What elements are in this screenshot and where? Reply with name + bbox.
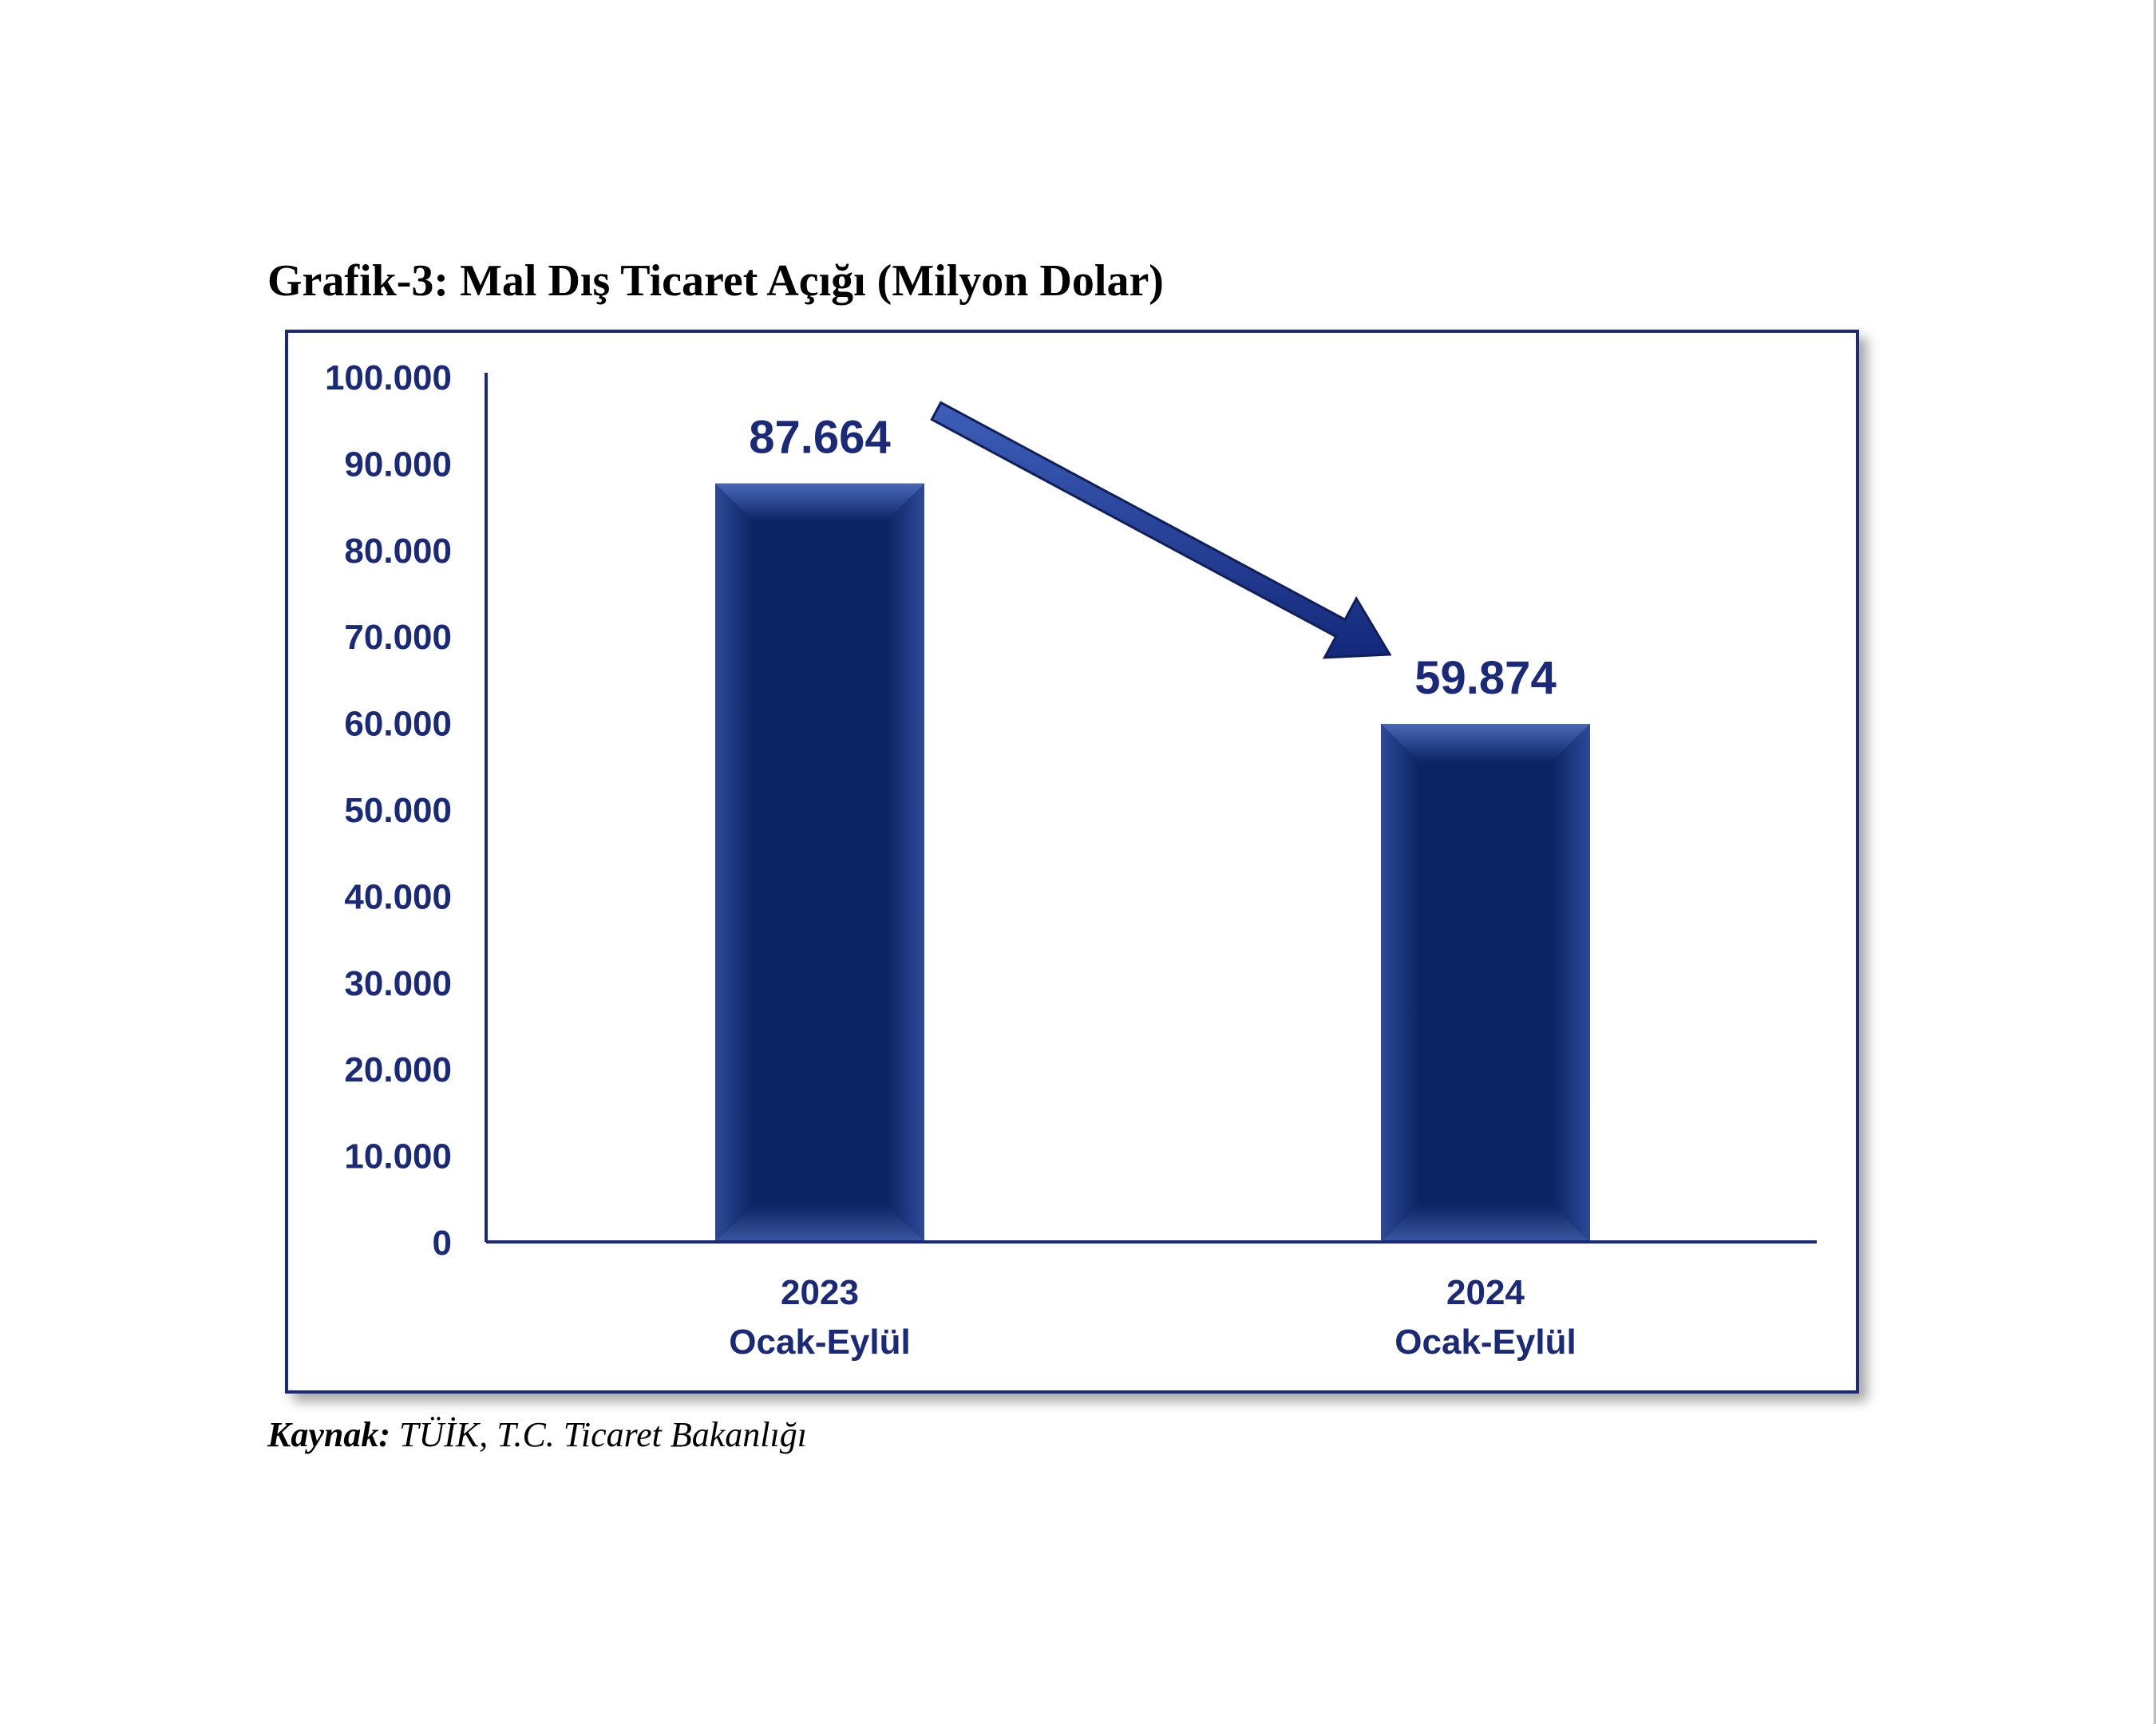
y-tick-label: 50.000 [344,791,452,830]
bar-bevel-bottom [715,1204,924,1242]
y-tick-label: 60.000 [344,705,452,744]
bar-bevel-right [886,483,924,1242]
y-tick-label: 10.000 [344,1137,452,1176]
y-tick-label: 40.000 [344,877,452,916]
y-tick-label: 90.000 [344,445,452,484]
page-edge [2154,0,2156,1724]
bar-bevel-left [715,483,754,1242]
x-tick-label: Ocak-Eylül [1394,1323,1576,1362]
y-tick-label: 70.000 [344,618,452,657]
bar [1381,723,1590,1242]
bar-bevel-left [1381,723,1419,1242]
trend-arrow-icon [930,401,1392,659]
source-label: Kaynak: [267,1415,390,1454]
bar-chart: 0 10.000 20.000 30.000 40.000 50.000 60.000 70.… [325,358,1817,1362]
source-text: TÜİK, T.C. Ticaret Bakanlığı [390,1415,807,1454]
x-tick-label: 2023 [781,1273,859,1312]
y-tick-label: 20.000 [344,1050,452,1089]
value-label: 59.874 [1414,652,1556,704]
source-note: Kaynak: TÜİK, T.C. Ticaret Bakanlığı [267,1414,807,1455]
axes [485,373,1817,1244]
bar-bevel-right [1552,723,1590,1242]
trend-arrow-layer [930,401,1392,659]
bar-bevel-top [715,483,924,522]
value-labels: 87.664 59.874 [749,412,1556,704]
x-tick-label: Ocak-Eylül [729,1323,910,1362]
x-axis-labels: 2023 Ocak-Eylül 2024 Ocak-Eylül [729,1273,1576,1362]
x-tick-label: 2024 [1446,1273,1525,1312]
bars [715,483,1590,1242]
y-tick-label: 30.000 [344,964,452,1003]
y-tick-label: 0 [433,1224,452,1263]
bar-bevel-bottom [1381,1204,1590,1242]
bar-bevel-top [1381,723,1590,762]
chart-title: Grafik-3: Mal Dış Ticaret Açığı (Milyon … [267,256,1164,306]
y-axis-tick-labels: 0 10.000 20.000 30.000 40.000 50.000 60.000 70.… [325,358,452,1263]
y-tick-label: 80.000 [344,532,452,571]
value-label: 87.664 [749,412,890,464]
chart-frame: 0 10.000 20.000 30.000 40.000 50.000 60.000 70.… [285,330,1859,1394]
bar [715,483,924,1242]
y-tick-label: 100.000 [325,358,452,397]
